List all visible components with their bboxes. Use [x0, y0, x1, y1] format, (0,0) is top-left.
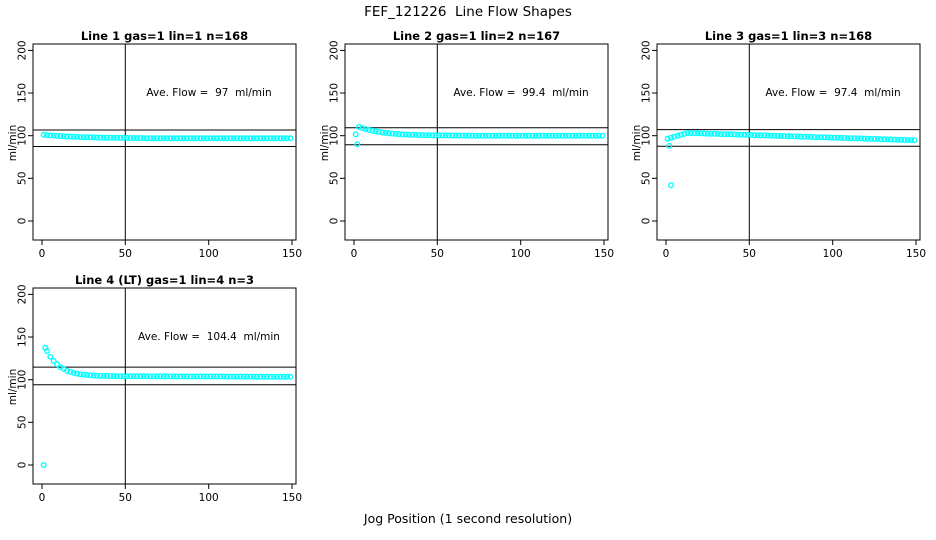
plot-frame — [32, 43, 297, 241]
panel-title: Line 2 gas=1 lin=2 n=167 — [392, 29, 561, 43]
y-tick-label: 0 — [17, 462, 29, 469]
y-tick-label: 150 — [329, 83, 341, 103]
plot-canvas: 0 50 100 150 0 50 100 150 200 — [329, 40, 615, 260]
panel-line-3: Line 3 gas=1 lin=3 n=168 ml/min Ave. Flo… — [624, 24, 936, 274]
panel-title: Line 1 gas=1 lin=1 n=168 — [80, 29, 249, 43]
ave-flow-annotation: Ave. Flow = 104.4 ml/min — [138, 331, 280, 343]
x-tick-label: 100 — [511, 248, 531, 260]
figure-title: FEF_121226 Line Flow Shapes — [364, 4, 572, 20]
scatter-points — [40, 344, 294, 468]
x-tick-label: 100 — [199, 492, 219, 504]
plot-frame — [344, 43, 609, 241]
scatter-points — [664, 129, 918, 189]
x-tick-label: 0 — [663, 248, 670, 260]
plot-canvas: 0 50 100 150 0 50 100 150 200 — [641, 40, 927, 260]
x-tick-label: 0 — [351, 248, 358, 260]
y-tick-label: 150 — [641, 83, 653, 103]
x-tick-label: 150 — [282, 492, 302, 504]
y-tick-label: 50 — [17, 416, 29, 429]
plot-canvas: 0 50 100 150 0 50 100 150 200 — [17, 284, 303, 504]
y-tick-label: 200 — [17, 284, 29, 304]
y-tick-label: 50 — [329, 172, 341, 185]
x-axis-label: Jog Position (1 second resolution) — [363, 511, 573, 526]
ave-flow-annotation: Ave. Flow = 99.4 ml/min — [453, 87, 589, 99]
panel-line-4: Line 4 (LT) gas=1 lin=4 n=3 ml/min Ave. … — [0, 268, 312, 518]
panel-line-2: Line 2 gas=1 lin=2 n=167 ml/min Ave. Flo… — [312, 24, 624, 274]
y-tick-label: 200 — [17, 40, 29, 60]
y-tick-label: 200 — [329, 40, 341, 60]
x-tick-label: 150 — [906, 248, 926, 260]
ave-flow-annotation: Ave. Flow = 97.4 ml/min — [765, 87, 901, 99]
y-tick-label: 100 — [17, 126, 29, 146]
plot-frame — [656, 43, 921, 241]
x-tick-label: 0 — [39, 248, 46, 260]
x-tick-label: 100 — [199, 248, 219, 260]
panel-title: Line 3 gas=1 lin=3 n=168 — [704, 29, 873, 43]
y-tick-label: 100 — [641, 126, 653, 146]
x-tick-label: 50 — [119, 492, 132, 504]
x-tick-label: 0 — [39, 492, 46, 504]
x-tick-label: 100 — [823, 248, 843, 260]
y-tick-label: 150 — [17, 327, 29, 347]
y-tick-label: 50 — [641, 172, 653, 185]
plot-canvas: 0 50 100 150 0 50 100 150 200 — [17, 40, 303, 260]
plot-frame — [32, 287, 297, 485]
x-tick-label: 150 — [282, 248, 302, 260]
y-tick-label: 200 — [641, 40, 653, 60]
y-tick-label: 100 — [329, 126, 341, 146]
x-tick-label: 50 — [119, 248, 132, 260]
ave-flow-annotation: Ave. Flow = 97 ml/min — [146, 87, 272, 99]
x-tick-label: 50 — [743, 248, 756, 260]
panel-line-1: Line 1 gas=1 lin=1 n=168 ml/min Ave. Flo… — [0, 24, 312, 274]
y-tick-label: 0 — [329, 218, 341, 225]
y-tick-label: 150 — [17, 83, 29, 103]
x-tick-label: 50 — [431, 248, 444, 260]
y-tick-label: 100 — [17, 370, 29, 390]
scatter-points — [40, 131, 294, 142]
panel-title: Line 4 (LT) gas=1 lin=4 n=3 — [74, 273, 255, 287]
y-tick-label: 0 — [17, 218, 29, 225]
scatter-points — [352, 123, 606, 148]
y-tick-label: 0 — [641, 218, 653, 225]
x-tick-label: 150 — [594, 248, 614, 260]
y-tick-label: 50 — [17, 172, 29, 185]
